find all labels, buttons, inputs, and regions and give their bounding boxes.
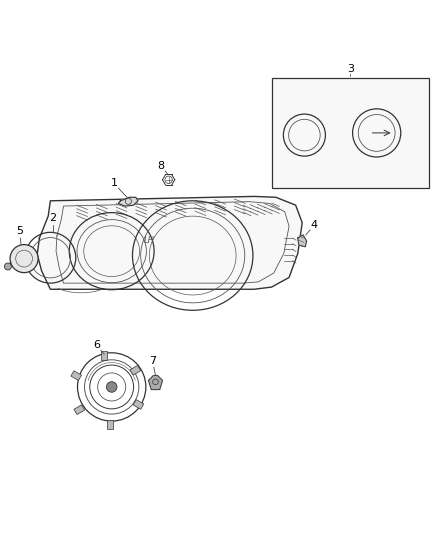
Bar — [130, 366, 141, 375]
Polygon shape — [298, 235, 307, 247]
Text: 3: 3 — [347, 64, 354, 75]
Text: LH: LH — [144, 236, 154, 245]
Bar — [71, 371, 81, 381]
Bar — [107, 420, 113, 429]
Circle shape — [10, 245, 38, 273]
Circle shape — [4, 263, 11, 270]
Text: 4: 4 — [311, 220, 318, 230]
Polygon shape — [148, 376, 162, 390]
Text: 8: 8 — [158, 161, 165, 171]
Bar — [133, 400, 144, 409]
Bar — [272, 78, 429, 188]
Bar — [74, 405, 85, 415]
Text: 6: 6 — [93, 341, 100, 350]
Text: 5: 5 — [16, 227, 23, 237]
Polygon shape — [118, 197, 138, 206]
Text: 2: 2 — [49, 213, 56, 223]
Text: 7: 7 — [149, 356, 156, 366]
Circle shape — [106, 382, 117, 392]
Text: 1: 1 — [110, 178, 117, 188]
Bar — [101, 351, 107, 360]
Polygon shape — [37, 197, 302, 289]
